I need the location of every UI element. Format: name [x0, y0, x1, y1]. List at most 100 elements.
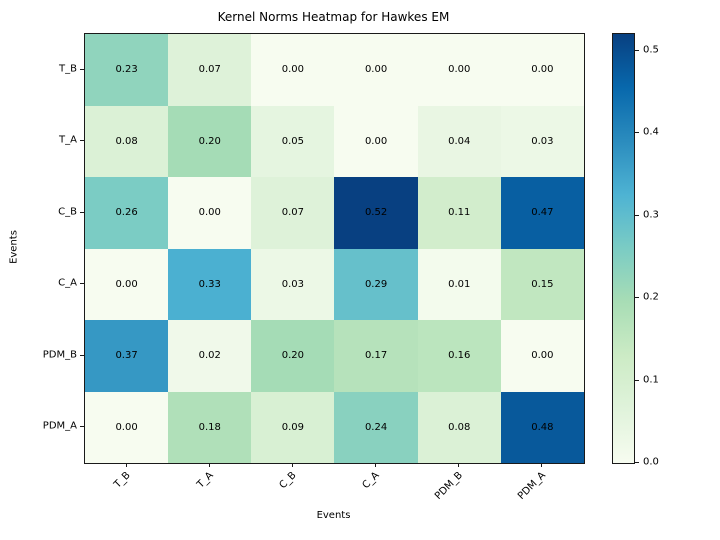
- heatmap-cell-T_A-T_A: 0.20: [168, 105, 252, 177]
- cell-value-label: 0.01: [448, 278, 471, 290]
- cell-value-label: 0.00: [448, 64, 471, 76]
- x-tick-label-C_A: C_A: [360, 470, 382, 492]
- y-tick-label-C_B: C_B: [58, 206, 77, 218]
- heatmap-cell-T_A-C_B: 0.05: [251, 105, 335, 177]
- heatmap-cell-C_B-PDM_B: 0.11: [417, 177, 501, 249]
- x-tick-mark: [291, 463, 293, 467]
- cell-value-label: 0.23: [115, 64, 138, 76]
- heatmap-cell-T_B-T_B: 0.23: [85, 34, 169, 106]
- colorbar-tick-label-0.2: 0.2: [643, 291, 659, 303]
- colorbar-tick-mark: [635, 49, 639, 51]
- colorbar-tick-mark: [635, 132, 639, 133]
- cell-value-label: 0.09: [281, 421, 305, 433]
- cell-value-label: 0.02: [198, 350, 221, 362]
- heatmap-cell-PDM_A-PDM_A: 0.48: [500, 391, 584, 463]
- x-tick-label-PDM_B: PDM_B: [433, 470, 466, 502]
- x-tick-label-T_A: T_A: [195, 470, 216, 491]
- y-tick-mark: [80, 283, 84, 285]
- cell-value-label: 0.03: [531, 135, 554, 147]
- heatmap-cell-C_A-T_A: 0.33: [168, 248, 252, 320]
- heatmap-cell-T_B-T_A: 0.07: [168, 34, 252, 106]
- colorbar-tick-label-0.0: 0.0: [643, 456, 659, 468]
- x-tick-mark: [375, 463, 377, 467]
- x-tick-mark: [458, 463, 460, 467]
- y-tick-mark: [80, 68, 84, 70]
- y-tick-label-PDM_A: PDM_A: [42, 420, 77, 432]
- heatmap-cell-PDM_B-T_B: 0.37: [85, 320, 169, 392]
- cell-value-label: 0.29: [364, 278, 388, 290]
- heatmap-cell-C_A-PDM_A: 0.15: [500, 248, 584, 320]
- x-tick-mark: [208, 463, 210, 467]
- cell-value-label: 0.20: [198, 135, 221, 147]
- cell-value-label: 0.00: [281, 64, 305, 76]
- cell-value-label: 0.17: [364, 350, 388, 362]
- cell-value-label: 0.05: [281, 135, 305, 147]
- heatmap-cell-PDM_B-C_A: 0.17: [334, 320, 418, 392]
- colorbar-tick-mark: [635, 297, 639, 298]
- heatmap-cell-C_B-C_A: 0.52: [334, 177, 418, 249]
- colorbar-tick-mark: [635, 462, 639, 463]
- heatmap-cell-T_B-PDM_A: 0.00: [500, 34, 584, 106]
- y-tick-mark: [80, 211, 84, 213]
- cell-value-label: 0.20: [281, 350, 305, 362]
- cell-value-label: 0.00: [115, 421, 138, 433]
- heatmap-cell-PDM_A-C_B: 0.09: [251, 391, 335, 463]
- cell-value-label: 0.03: [281, 278, 305, 290]
- heatmap-cell-C_A-C_A: 0.29: [334, 248, 418, 320]
- colorbar: [612, 33, 635, 464]
- heatmap-cell-T_B-PDM_B: 0.00: [417, 34, 501, 106]
- heatmap-cell-T_A-T_B: 0.08: [85, 105, 169, 177]
- heatmap-cell-C_B-C_B: 0.07: [251, 177, 335, 249]
- heatmap-cell-C_A-PDM_B: 0.01: [417, 248, 501, 320]
- cell-value-label: 0.00: [531, 350, 554, 362]
- cell-value-label: 0.48: [531, 421, 554, 433]
- cell-value-label: 0.07: [198, 64, 221, 76]
- x-axis-label: Events: [316, 510, 351, 521]
- heatmap-cell-C_B-T_A: 0.00: [168, 177, 252, 249]
- cell-value-label: 0.00: [364, 64, 388, 76]
- cell-value-label: 0.00: [531, 64, 554, 76]
- colorbar-tick-label-0.1: 0.1: [643, 374, 659, 385]
- heatmap-cell-PDM_A-T_A: 0.18: [168, 391, 252, 463]
- cell-value-label: 0.33: [198, 278, 221, 290]
- cell-value-label: 0.00: [198, 207, 221, 219]
- colorbar-tick-mark: [635, 214, 639, 216]
- cell-value-label: 0.47: [531, 207, 554, 219]
- y-tick-label-T_A: T_A: [59, 134, 77, 146]
- cell-value-label: 0.11: [448, 207, 471, 219]
- colorbar-tick-mark: [635, 379, 639, 381]
- heatmap-cell-PDM_A-PDM_B: 0.08: [417, 391, 501, 463]
- heatmap-cell-T_A-PDM_A: 0.03: [500, 105, 584, 177]
- heatmap-cell-PDM_B-PDM_A: 0.00: [500, 320, 584, 392]
- heatmap-cell-PDM_B-PDM_B: 0.16: [417, 320, 501, 392]
- cell-value-label: 0.08: [448, 421, 471, 433]
- heatmap-cell-PDM_B-T_A: 0.02: [168, 320, 252, 392]
- cell-value-label: 0.00: [115, 278, 138, 290]
- x-tick-label-T_B: T_B: [111, 470, 133, 491]
- cell-value-label: 0.26: [115, 207, 138, 219]
- y-tick-label-C_A: C_A: [58, 277, 77, 289]
- cell-value-label: 0.16: [448, 350, 471, 362]
- colorbar-tick-label-0.4: 0.4: [643, 126, 659, 138]
- cell-value-label: 0.15: [531, 278, 554, 290]
- heatmap-cell-C_A-T_B: 0.00: [85, 248, 169, 320]
- colorbar-tick-label-0.3: 0.3: [643, 209, 659, 220]
- y-axis-label: Events: [8, 230, 20, 264]
- heatmap-cell-T_A-C_A: 0.00: [334, 105, 418, 177]
- cell-value-label: 0.00: [364, 135, 388, 147]
- heatmap-cell-T_B-C_A: 0.00: [334, 34, 418, 106]
- heatmap-cell-C_B-T_B: 0.26: [85, 177, 169, 249]
- x-tick-mark: [541, 463, 543, 467]
- cell-value-label: 0.08: [115, 135, 138, 147]
- x-tick-label-PDM_A: PDM_A: [516, 470, 549, 502]
- cell-value-label: 0.37: [115, 350, 138, 362]
- cell-value-label: 0.07: [281, 207, 305, 219]
- heatmap-cell-PDM_A-C_A: 0.24: [334, 391, 418, 463]
- y-tick-mark: [80, 426, 84, 428]
- heatmap-cell-T_B-C_B: 0.00: [251, 34, 335, 106]
- y-tick-label-T_B: T_B: [59, 63, 77, 75]
- y-tick-label-PDM_B: PDM_B: [42, 349, 77, 361]
- cell-value-label: 0.18: [198, 421, 221, 433]
- colorbar-tick-label-0.5: 0.5: [643, 44, 659, 55]
